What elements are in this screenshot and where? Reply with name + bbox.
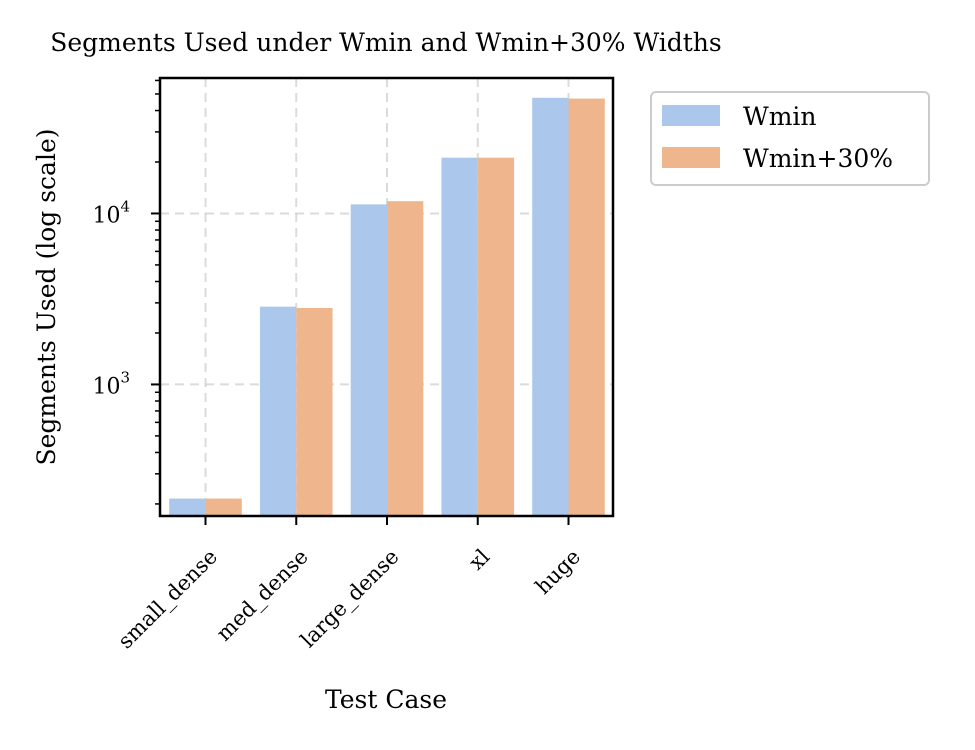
bar-small_dense-series-2 xyxy=(205,498,242,516)
legend-frame xyxy=(650,91,930,186)
legend-label-wmin-30: Wmin+30% xyxy=(743,144,893,173)
y-tick-label: 104 xyxy=(92,197,130,228)
legend-swatch-wmin xyxy=(662,105,720,126)
bar-med_dense-series-2 xyxy=(296,307,333,516)
x-tick-label-huge: huge xyxy=(531,545,585,599)
x-tick-label-med_dense: med_dense xyxy=(212,545,313,646)
y-axis: 103 104 xyxy=(92,79,160,505)
bar-huge-series-2 xyxy=(568,98,605,516)
bar-large_dense-series-2 xyxy=(387,201,424,517)
bar-huge-series-1 xyxy=(532,97,569,516)
x-tick-label-large_dense: large_dense xyxy=(296,545,404,653)
bar-xl-series-2 xyxy=(477,157,515,516)
x-tick-label-xl: xl xyxy=(464,544,494,574)
y-axis-label: Segments Used (log scale) xyxy=(32,128,61,465)
legend-label-wmin: Wmin xyxy=(743,102,817,131)
legend: Wmin Wmin+30% xyxy=(650,91,930,186)
bars xyxy=(169,97,605,517)
legend-swatch-wmin-30 xyxy=(662,147,720,168)
bar-med_dense-series-1 xyxy=(259,306,297,516)
bar-small_dense-series-1 xyxy=(169,498,206,516)
bar-xl-series-1 xyxy=(441,157,478,516)
x-axis-label: Test Case xyxy=(325,685,447,714)
x-tick-label-small_dense: small_dense xyxy=(113,545,222,654)
chart-title: Segments Used under Wmin and Wmin+30% Wi… xyxy=(50,28,721,57)
y-tick-label: 103 xyxy=(92,368,130,399)
bar-large_dense-series-1 xyxy=(350,204,387,517)
